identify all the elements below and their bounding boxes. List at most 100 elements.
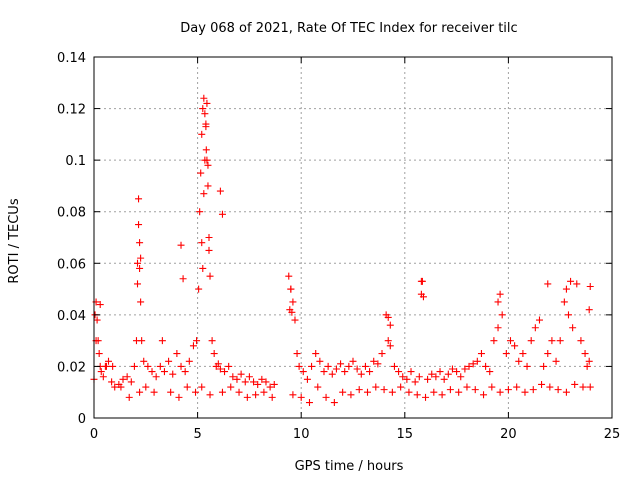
data-point <box>477 350 485 358</box>
y-tick-label: 0.1 <box>65 154 86 169</box>
data-point <box>417 290 425 298</box>
data-point <box>465 362 473 370</box>
data-point <box>125 393 133 401</box>
y-tick-label: 0 <box>78 412 86 427</box>
data-point <box>117 383 125 391</box>
data-point <box>169 370 177 378</box>
data-point <box>535 316 543 324</box>
data-point <box>571 380 579 388</box>
data-point <box>480 391 488 399</box>
data-point <box>229 373 237 381</box>
data-point <box>502 350 510 358</box>
data-point <box>314 383 322 391</box>
data-point <box>461 365 469 373</box>
data-point <box>366 368 374 376</box>
data-point <box>328 370 336 378</box>
data-point <box>102 362 110 370</box>
data-point <box>181 368 189 376</box>
data-point <box>384 313 392 321</box>
data-point <box>109 362 117 370</box>
data-point <box>345 362 353 370</box>
data-point <box>216 365 224 373</box>
data-point <box>562 285 570 293</box>
data-point <box>330 399 338 407</box>
data-point <box>496 290 504 298</box>
data-point <box>405 388 413 396</box>
data-point <box>218 388 226 396</box>
data-point <box>384 337 392 345</box>
data-point <box>448 365 456 373</box>
data-point <box>108 378 116 386</box>
data-point <box>312 350 320 358</box>
data-point <box>291 316 299 324</box>
data-point <box>203 99 211 107</box>
data-point <box>262 378 270 386</box>
data-point <box>158 337 166 345</box>
data-point <box>135 221 143 229</box>
data-point <box>289 391 297 399</box>
data-point <box>395 368 403 376</box>
data-point <box>403 375 411 383</box>
data-point <box>235 388 243 396</box>
data-point <box>332 365 340 373</box>
data-point <box>196 208 204 216</box>
y-tick-label: 0.02 <box>57 360 86 375</box>
data-point <box>268 393 276 401</box>
data-point <box>198 383 206 391</box>
data-point <box>544 280 552 288</box>
data-point <box>577 337 585 345</box>
data-point <box>322 393 330 401</box>
data-point <box>137 298 145 306</box>
data-point <box>206 391 214 399</box>
data-point <box>233 375 241 383</box>
data-point <box>288 308 296 316</box>
x-tick-label: 0 <box>90 427 98 442</box>
data-point <box>567 277 575 285</box>
data-point <box>241 378 249 386</box>
y-tick-label: 0.04 <box>57 309 86 324</box>
x-tick-label: 15 <box>397 427 414 442</box>
data-point <box>105 357 113 365</box>
data-point <box>320 368 328 376</box>
data-point <box>245 373 253 381</box>
data-point <box>554 386 562 394</box>
data-point <box>95 350 103 358</box>
data-point <box>357 370 365 378</box>
data-point <box>378 350 386 358</box>
data-point <box>195 285 203 293</box>
data-point <box>372 383 380 391</box>
data-point <box>136 388 144 396</box>
data-point <box>586 282 594 290</box>
data-point <box>349 357 357 365</box>
x-axis-label: GPS time / hours <box>295 459 404 474</box>
data-point <box>221 368 229 376</box>
data-point <box>198 239 206 247</box>
data-point <box>138 337 146 345</box>
data-point <box>324 362 332 370</box>
data-point <box>364 388 372 396</box>
data-point <box>177 362 185 370</box>
data-point <box>471 386 479 394</box>
data-point <box>422 393 430 401</box>
data-point <box>413 391 421 399</box>
data-point <box>515 357 523 365</box>
data-point <box>148 368 156 376</box>
chart-title: Day 068 of 2021, Rate Of TEC Index for r… <box>180 21 517 36</box>
data-point <box>167 388 175 396</box>
data-point <box>504 386 512 394</box>
x-tick-label: 20 <box>500 427 517 442</box>
y-tick-label: 0.14 <box>57 51 86 66</box>
data-point <box>374 360 382 368</box>
data-point <box>134 259 142 267</box>
data-points <box>90 94 594 407</box>
data-point <box>203 156 211 164</box>
data-point <box>197 169 205 177</box>
data-point <box>252 391 260 399</box>
data-point <box>581 350 589 358</box>
data-point <box>216 187 224 195</box>
data-point <box>204 161 212 169</box>
data-point <box>137 254 145 262</box>
data-point <box>316 357 324 365</box>
data-point <box>214 360 222 368</box>
data-point <box>424 375 432 383</box>
